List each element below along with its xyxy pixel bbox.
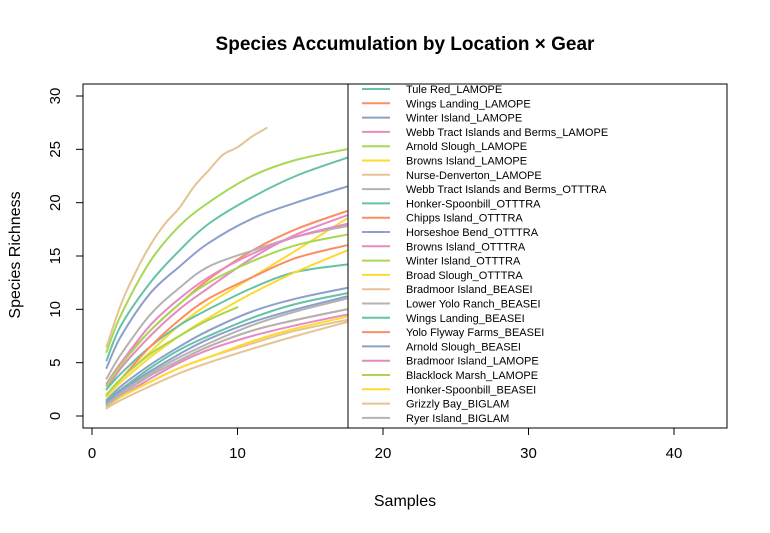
- legend-entry: Yolo Flyway Farms_BEASEI: [406, 327, 544, 339]
- legend: Tule Red_LAMOPE Wings Landing_LAMOPE Winte…: [347, 83, 728, 429]
- legend-box: [347, 83, 728, 429]
- legend-entry: Tule Red_LAMOPE: [406, 84, 502, 96]
- legend-entry: Arnold Slough_LAMOPE: [406, 141, 527, 153]
- series-line: [105, 295, 348, 404]
- legend-entry: Lower Yolo Ranch_BEASEI: [406, 299, 541, 311]
- series-line: [105, 233, 348, 388]
- legend-entry: Horseshoe Bend_OTTTRA: [406, 227, 539, 239]
- legend-entry: Wings Landing_LAMOPE: [406, 98, 531, 110]
- y-tick-label: 30: [47, 88, 64, 105]
- series-line: [105, 156, 348, 362]
- series-line: [105, 308, 348, 407]
- x-axis-label: Samples: [374, 493, 436, 510]
- series-line: [105, 127, 268, 348]
- y-tick-label: 0: [47, 412, 64, 420]
- series-line: [105, 148, 348, 353]
- series-line: [105, 321, 348, 410]
- legend-entry: Nurse-Denverton_LAMOPE: [406, 170, 542, 182]
- legend-entry: Grizzly Bay_BIGLAM: [406, 399, 509, 411]
- x-tick-label: 40: [666, 445, 683, 462]
- legend-entry: Webb Tract Islands and Berms_OTTTRA: [406, 184, 607, 196]
- legend-entry: Wings Landing_BEASEI: [406, 313, 525, 325]
- legend-entry: Honker-Spoonbill_BEASEI: [406, 384, 536, 396]
- series-line: [105, 287, 348, 401]
- y-tick-label: 5: [47, 358, 64, 366]
- x-tick-label: 10: [229, 445, 246, 462]
- series-line: [105, 214, 348, 391]
- legend-entry: Blacklock Marsh_LAMOPE: [406, 370, 538, 382]
- chart-title: Species Accumulation by Location × Gear: [216, 34, 595, 55]
- legend-entry: Webb Tract Islands and Berms_LAMOPE: [406, 127, 608, 139]
- legend-entry: Chipps Island_OTTTRA: [406, 213, 523, 225]
- series-line: [105, 306, 239, 396]
- legend-entry: Winter Island_LAMOPE: [406, 113, 522, 125]
- tick-layer: 0 10 20 30 40 0 5 10 15 20 25 30: [47, 88, 682, 462]
- series-line: [105, 297, 348, 405]
- series-line: [105, 185, 348, 369]
- y-tick-label: 10: [47, 301, 64, 318]
- series-lines: [105, 127, 348, 410]
- legend-entry: Honker-Spoonbill_OTTTRA: [406, 198, 541, 210]
- series-line: [105, 223, 348, 385]
- y-tick-label: 25: [47, 141, 64, 158]
- legend-entry: Broad Slough_OTTTRA: [406, 270, 523, 282]
- x-tick-label: 20: [375, 445, 392, 462]
- legend-entry: Bradmoor Island_LAMOPE: [406, 356, 539, 368]
- x-tick-label: 0: [88, 445, 96, 462]
- y-tick-label: 15: [47, 248, 64, 265]
- legend-entry: Winter Island_OTTTRA: [406, 256, 521, 268]
- legend-entry: Browns Island_OTTTRA: [406, 241, 526, 253]
- y-axis-label: Species Richness: [7, 191, 24, 318]
- plot-frame: [82, 83, 728, 429]
- series-line: [105, 315, 348, 407]
- legend-entry: Browns Island_LAMOPE: [406, 156, 527, 168]
- legend-entry: Arnold Slough_BEASEI: [406, 341, 521, 353]
- legend-entry: Bradmoor Island_BEASEI: [406, 284, 533, 296]
- legend-entry: Ryer Island_BIGLAM: [406, 413, 509, 425]
- y-tick-label: 20: [47, 194, 64, 211]
- x-tick-label: 30: [520, 445, 537, 462]
